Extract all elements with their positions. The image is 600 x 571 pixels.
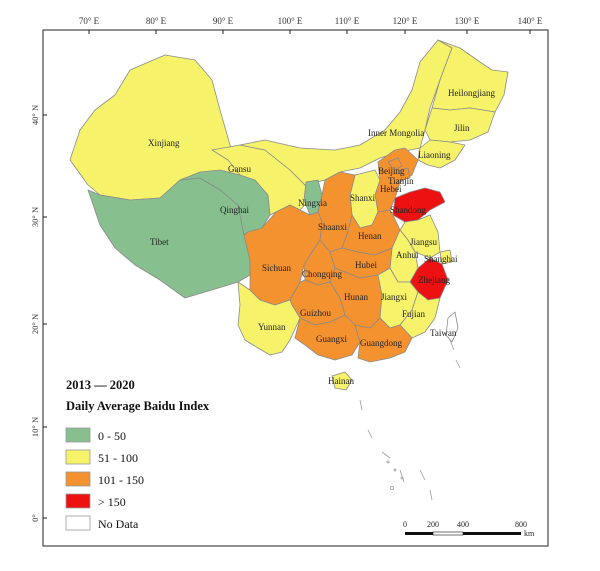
legend-label: 0 - 50	[98, 429, 126, 443]
legend-swatch	[65, 471, 91, 487]
province-label: Beijing	[378, 166, 405, 176]
scale-bar: 0 200 400 800 km	[403, 520, 535, 538]
province-label: Guangdong	[360, 338, 402, 348]
longitude-ticks: 70° E 80° E 90° E 100° E 110° E 120° E 1…	[79, 16, 543, 34]
legend-label: 51 - 100	[98, 451, 138, 465]
province-label: Anhui	[396, 250, 419, 260]
legend-swatch	[65, 427, 91, 443]
province-beijing	[387, 157, 403, 171]
scale-tick: 800	[515, 520, 527, 529]
province-label: Hainan	[328, 376, 354, 386]
longitude-label: 80° E	[146, 16, 167, 26]
legend-title: Daily Average Baidu Index	[66, 399, 210, 413]
province-label: Xinjiang	[148, 138, 180, 148]
longitude-label: 140° E	[518, 16, 543, 26]
province-guangxi	[294, 314, 361, 361]
province-label: Liaoning	[418, 150, 451, 160]
province-label: Shandong	[390, 205, 427, 215]
province-label: Tibet	[150, 237, 169, 247]
province-label: Gansu	[228, 164, 251, 174]
legend-swatch	[65, 449, 91, 465]
province-label: Inner Mongolia	[368, 128, 424, 138]
province-yunnan	[237, 281, 301, 356]
latitude-ticks: 40° N 30° N 20° N 10° N 0°	[30, 105, 47, 522]
scale-bar-segment	[432, 531, 464, 536]
province-layer	[69, 39, 509, 391]
province-shanghai	[439, 249, 453, 265]
province-guangdong	[354, 317, 413, 363]
island-dot	[400, 476, 404, 480]
province-hainan	[331, 371, 353, 391]
latitude-label: 40° N	[30, 105, 40, 125]
legend-swatch	[65, 493, 91, 509]
province-label: Qinghai	[220, 205, 249, 215]
province-label: Guizhou	[300, 308, 331, 318]
sea-boundary-segment	[419, 469, 433, 501]
longitude-label: 100° E	[278, 16, 303, 26]
province-label: Chongqing	[302, 269, 343, 279]
longitude-label: 110° E	[335, 16, 360, 26]
island-dot	[393, 468, 397, 472]
province-labels: Xinjiang Tibet Qinghai Gansu Inner Mongo…	[148, 88, 495, 386]
province-label: Jilin	[454, 123, 470, 133]
province-label: Hebei	[380, 184, 402, 194]
province-shandong	[392, 187, 446, 223]
latitude-label: 30° N	[30, 207, 40, 227]
longitude-label: 130° E	[455, 16, 480, 26]
province-label: Jiangxi	[381, 292, 407, 302]
province-taiwan	[445, 311, 459, 343]
province-label: Tianjin	[388, 176, 414, 186]
scale-tick: 200	[427, 520, 439, 529]
province-label: Fujian	[402, 309, 426, 319]
province-label: Shanxi	[350, 193, 376, 203]
province-label: Sichuan	[262, 263, 291, 273]
island-dot	[390, 486, 394, 490]
scale-tick: 400	[457, 520, 469, 529]
scale-unit: km	[524, 529, 535, 538]
legend: 2013 — 2020 Daily Average Baidu Index 0 …	[65, 378, 210, 531]
scale-tick: 0	[403, 520, 407, 529]
island-dot	[386, 460, 390, 464]
province-label: Shanghai	[424, 254, 458, 264]
province-label: Hubei	[355, 260, 377, 270]
province-label: Ningxia	[298, 198, 327, 208]
province-inner-mongolia	[239, 39, 453, 186]
legend-label: > 150	[98, 495, 126, 509]
province-label: Jiangsu	[410, 237, 438, 247]
longitude-label: 70° E	[79, 16, 100, 26]
south-china-sea-islands	[359, 339, 461, 501]
sea-boundary-segment	[359, 399, 405, 483]
legend-label: 101 - 150	[98, 473, 144, 487]
sea-boundary-segment	[449, 339, 461, 369]
province-label: Zhejiang	[418, 275, 450, 285]
scale-bar-segment	[463, 532, 521, 535]
province-qinghai	[179, 169, 271, 236]
latitude-label: 0°	[30, 514, 40, 522]
longitude-label: 120° E	[393, 16, 418, 26]
province-label: Yunnan	[258, 322, 286, 332]
province-tianjin	[399, 167, 411, 181]
latitude-label: 10° N	[30, 417, 40, 437]
province-label: Shaanxi	[318, 222, 347, 232]
province-label: Heilongjiang	[448, 88, 495, 98]
scale-bar-segment	[405, 532, 433, 535]
province-liaoning	[417, 139, 466, 169]
legend-swatch	[65, 515, 91, 531]
legend-period: 2013 — 2020	[66, 378, 135, 392]
longitude-label: 90° E	[213, 16, 234, 26]
legend-label: No Data	[98, 517, 139, 531]
province-jilin	[424, 107, 496, 143]
province-label: Hunan	[344, 292, 368, 302]
latitude-label: 20° N	[30, 314, 40, 334]
province-label: Taiwan	[430, 328, 457, 338]
province-label: Guangxi	[316, 334, 347, 344]
province-label: Henan	[358, 231, 382, 241]
